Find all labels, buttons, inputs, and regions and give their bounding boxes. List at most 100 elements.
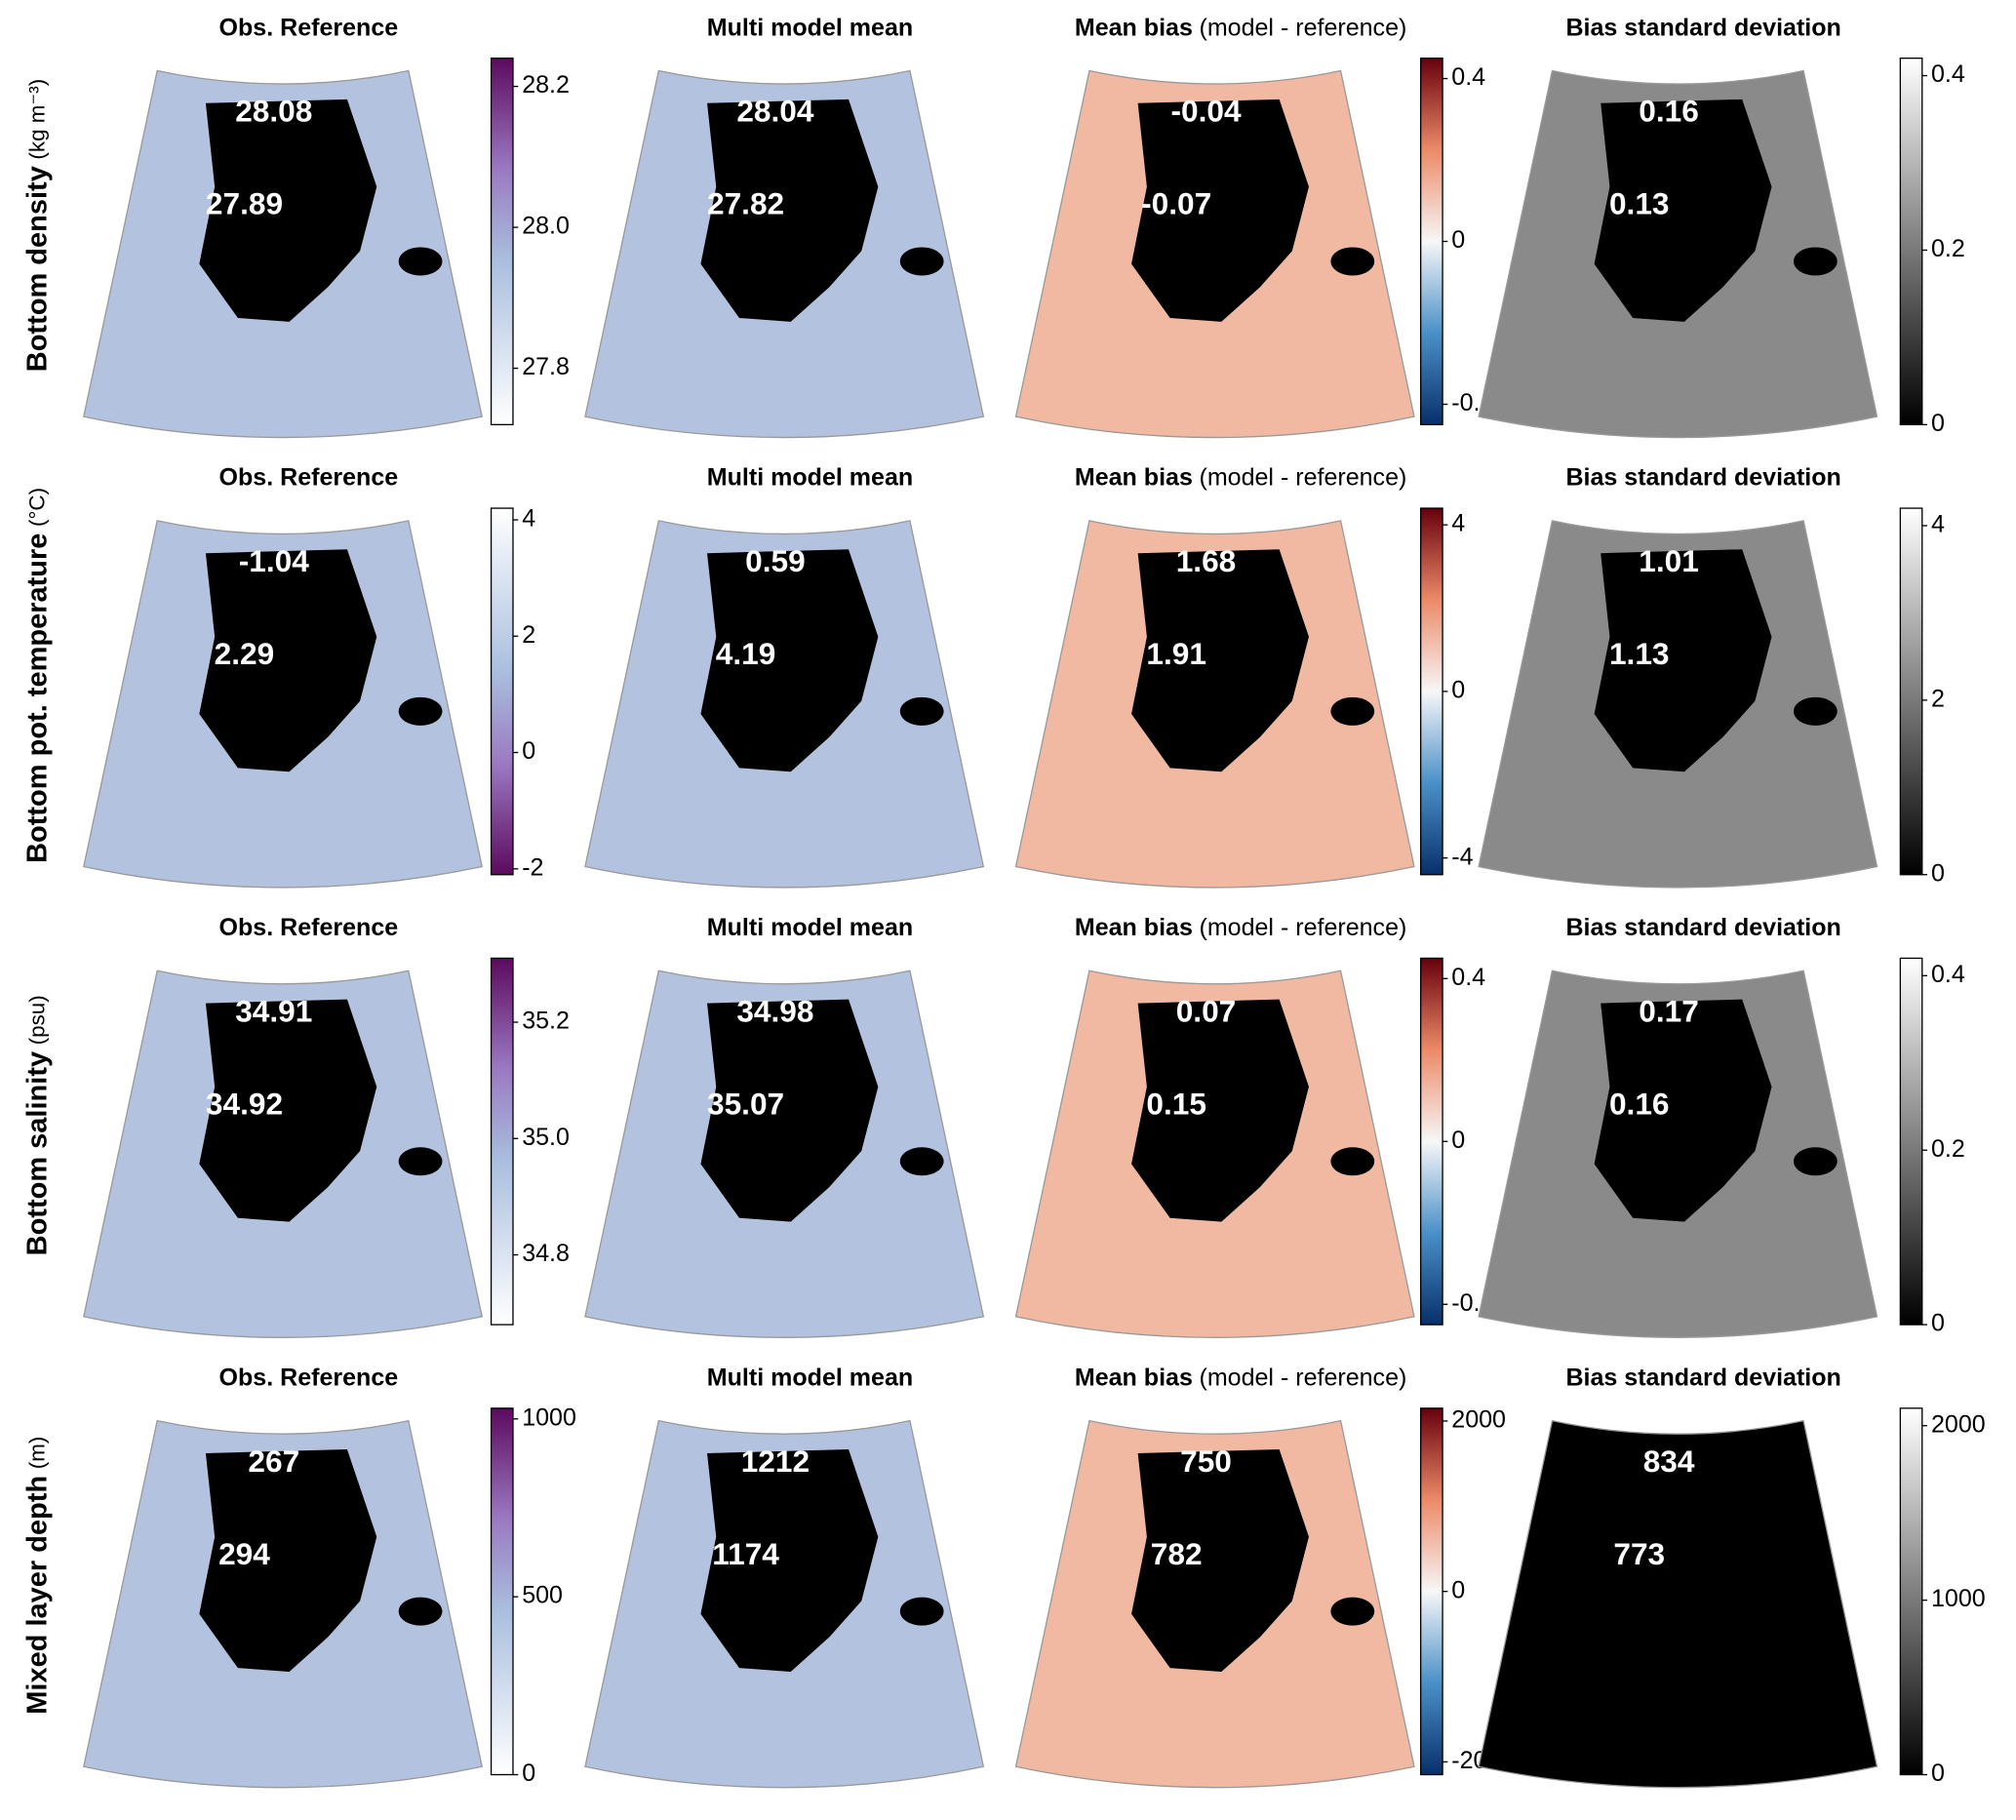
panel-title-text: Mean bias [1075,1364,1193,1391]
panel-title-text: Obs. Reference [219,1364,399,1391]
colorbar-tick-label: 0 [1451,1576,1465,1603]
colorbar [1419,957,1443,1325]
region-value: 782 [1151,1536,1203,1571]
row-label-unit: (m) [24,1437,49,1470]
region-value: 28.08 [235,94,312,129]
greenland [1131,1449,1309,1673]
region-value: 0.17 [1639,993,1699,1028]
colorbar-tick-label: 1000 [522,1404,576,1431]
panel-title: Bias standard deviation [1565,1364,1840,1391]
colorbar-tick-label: 2 [522,621,535,649]
iceland [1330,1597,1375,1626]
colorbar-tick-label: 0 [1931,1760,1945,1787]
colorbar-tick-label: 0.4 [1451,63,1485,91]
greenland [1131,549,1309,772]
colorbar [1899,58,1923,426]
panel-title-text: Multi model mean [707,14,913,41]
colorbar [490,58,514,426]
region-value: 27.82 [707,186,784,221]
row-label-text: Bottom salinity [21,1051,53,1255]
region-value: 0.07 [1176,993,1237,1028]
greenland [700,1449,879,1673]
region-value: 750 [1180,1444,1232,1479]
iceland [1793,1597,1838,1626]
colorbar [1899,957,1923,1325]
colorbar-tick-label: 0 [522,737,535,765]
panel-title: Multi model mean [707,1364,913,1391]
greenland [1594,999,1772,1222]
region-value: 1.91 [1146,636,1206,671]
colorbar-tick-label: 0 [522,1760,535,1787]
region-value: 2.29 [215,636,275,671]
panel-title-text: Bias standard deviation [1565,463,1840,491]
iceland [899,1597,944,1626]
iceland [398,696,443,726]
panel-title: Multi model mean [707,914,913,941]
colorbar-tick-label: 500 [522,1582,563,1609]
panel-title-text: Bias standard deviation [1565,1364,1840,1391]
region-value: -0.04 [1170,94,1241,129]
colorbar [490,1407,514,1776]
colorbar [1419,507,1443,876]
region-value: 34.92 [206,1086,283,1121]
panel-title: Obs. Reference [219,1364,399,1391]
region-value: 35.07 [707,1086,784,1121]
panel-title: Obs. Reference [219,914,399,941]
greenland [1594,99,1772,322]
panel-title-text: Multi model mean [707,1364,913,1391]
row-label-unit: (psu) [24,995,49,1045]
panel-title-text: Obs. Reference [219,463,399,491]
row-label-unit: (°C) [24,488,49,527]
iceland [398,1147,443,1176]
region-value: 1212 [741,1444,810,1479]
region-value: 1174 [712,1536,779,1571]
colorbar-tick-label: 4 [522,505,535,533]
iceland [899,1147,944,1176]
panel-title-text: Mean bias [1075,463,1193,491]
iceland [899,696,944,726]
region-value: 0.59 [745,543,806,578]
region-value: 1.68 [1176,543,1237,578]
region-value: 0.15 [1146,1086,1206,1121]
row-label-text: Bottom density [21,166,53,372]
panel-title-text: Bias standard deviation [1565,14,1840,41]
region-value: 34.98 [736,993,813,1028]
panel-title: Mean bias (model - reference) [1075,914,1406,941]
panel-title: Bias standard deviation [1565,463,1840,491]
colorbar-tick-label: 0.4 [1451,964,1485,991]
colorbar-tick-label: 28.2 [522,71,570,99]
iceland [398,1597,443,1626]
region-value: 1.13 [1609,636,1670,671]
colorbar-tick-label: 4 [1931,511,1945,538]
panel-title-text: Obs. Reference [219,914,399,941]
iceland [398,247,443,276]
region-value: 27.89 [206,186,283,221]
row-label: Mixed layer depth (m) [21,1437,53,1715]
iceland [1793,696,1838,726]
row-label: Bottom pot. temperature (°C) [21,488,53,863]
panel-subtitle: (model - reference) [1199,914,1406,941]
colorbar [1899,507,1923,876]
colorbar-tick-label: -2 [522,853,543,881]
iceland [899,247,944,276]
panel-subtitle: (model - reference) [1199,14,1406,41]
region-value: 34.91 [235,993,312,1028]
panel-title: Mean bias (model - reference) [1075,14,1406,41]
region-value: 267 [248,1444,299,1479]
colorbar [490,507,514,876]
region-value: -1.04 [239,543,309,578]
greenland [700,999,879,1222]
region-value: 28.04 [736,94,814,129]
colorbar-tick-label: 35.2 [522,1008,570,1035]
region-value: 773 [1613,1536,1665,1571]
greenland [199,999,377,1222]
colorbar-tick-label: 1000 [1931,1585,1986,1612]
row-label: Bottom salinity (psu) [21,995,53,1255]
colorbar-tick-label: 0.2 [1931,235,1965,262]
region-value: -0.07 [1141,186,1211,221]
colorbar-tick-label: 0 [1451,226,1465,254]
region-value: 1.01 [1639,543,1699,578]
region-value: 0.16 [1609,1086,1670,1121]
greenland [1594,1449,1772,1673]
greenland [199,99,377,322]
